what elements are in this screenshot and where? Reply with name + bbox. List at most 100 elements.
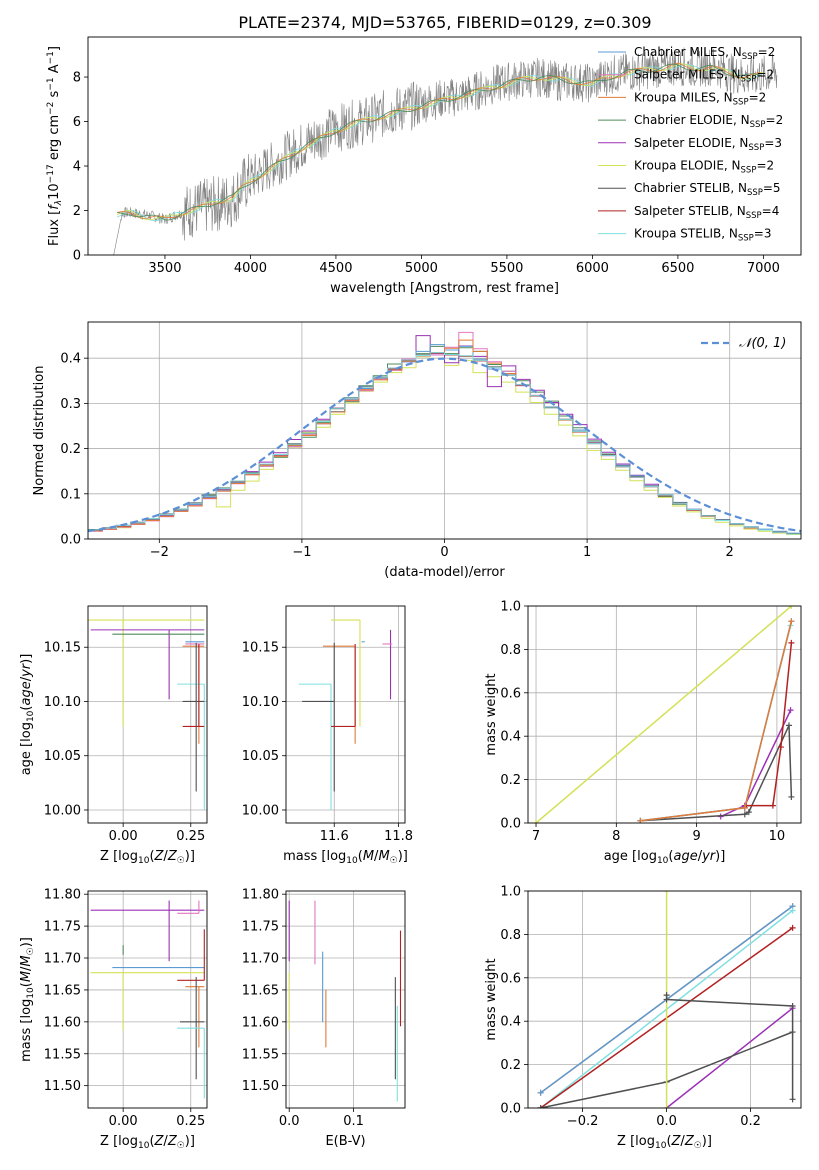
x-tick-label: 8 xyxy=(612,829,620,844)
y-tick-label: 10.10 xyxy=(242,695,279,710)
x-axis-label: mass [log10(M/M☉)] xyxy=(283,849,408,866)
x-tick-label: 11.6 xyxy=(320,829,349,844)
y-tick-label: 11.75 xyxy=(242,920,279,935)
y-axis-label: mass [log10(M/M☉)] xyxy=(19,937,36,1062)
histogram-step-line xyxy=(88,352,801,539)
y-tick-label: 0.4 xyxy=(500,1015,521,1030)
errorbar-plot-area xyxy=(90,900,205,1099)
x-axis-label: (data-model)/error xyxy=(384,565,505,580)
y-tick-label: 11.50 xyxy=(242,1079,279,1094)
x-tick-label: 11.8 xyxy=(384,829,413,844)
legend-label: Chabrier STELIB, NSSP=5 xyxy=(634,181,781,198)
axes-frame xyxy=(87,36,802,256)
weight-point-marker xyxy=(663,996,670,1003)
errorbar-plot-area xyxy=(288,900,402,1102)
weight-point-marker xyxy=(741,804,748,811)
weight-point-marker xyxy=(663,891,670,894)
model-spectrum-line xyxy=(117,63,764,221)
x-tick-label: −1 xyxy=(292,545,311,560)
y-tick-label: 11.55 xyxy=(44,1047,81,1062)
y-tick-label: 11.80 xyxy=(44,888,81,903)
x-tick-label: 0.25 xyxy=(176,829,205,844)
y-tick-label: 2 xyxy=(73,204,81,219)
x-tick-label: 0 xyxy=(440,545,448,560)
axes-frame xyxy=(87,321,802,540)
y-tick-label: 0.2 xyxy=(500,773,521,788)
y-tick-label: 11.60 xyxy=(242,1015,279,1030)
weight-series-line xyxy=(640,621,793,822)
y-tick-label: 11.60 xyxy=(44,1015,81,1030)
x-axis-label: wavelength [Angstrom, rest frame] xyxy=(330,281,559,296)
errorbar-plot-area xyxy=(298,619,393,810)
axes-frame xyxy=(87,890,208,1109)
y-tick-label: 0.0 xyxy=(500,1102,521,1117)
y-axis-label: Normed distribution xyxy=(32,366,47,496)
x-tick-label: −0.2 xyxy=(567,1114,599,1129)
weight-point-marker xyxy=(788,618,795,625)
y-tick-label: 0.3 xyxy=(60,397,81,412)
x-tick-label: 10 xyxy=(769,829,786,844)
y-tick-label: 11.55 xyxy=(242,1047,279,1062)
y-tick-label: 0.4 xyxy=(60,352,81,367)
histogram-plot-area xyxy=(88,331,801,539)
y-tick-label: 0.0 xyxy=(500,817,521,832)
y-tick-label: 6 xyxy=(73,115,81,130)
x-axis-label: Z [log10(Z/Z☉)] xyxy=(100,1134,195,1151)
y-tick-label: 4 xyxy=(73,160,81,175)
x-tick-label: 0.25 xyxy=(176,1114,205,1129)
x-tick-label: 0.0 xyxy=(656,1114,677,1129)
y-axis-label: mass weight xyxy=(484,958,499,1040)
weight-series-line xyxy=(665,995,794,1100)
x-tick-label: 0.1 xyxy=(343,1114,364,1129)
weight-point-marker xyxy=(789,907,796,914)
y-tick-label: 0.6 xyxy=(500,686,521,701)
weight-series-line xyxy=(744,642,793,809)
model-spectrum-line xyxy=(116,63,764,221)
weight-series-line xyxy=(535,606,792,823)
legend-label: Salpeter MILES, NSSP=2 xyxy=(634,68,774,85)
x-tick-label: 0.0 xyxy=(279,1114,300,1129)
x-tick-label: 6000 xyxy=(576,261,609,276)
residual-histogram-panel: −2 −1 0 1 2 0.0 0.1 0.2 0.3 0.4 (data-model)/error… xyxy=(32,321,802,580)
mass-weight-vs-age-panel: 7 8 9 10 0.0 0.2 0.4 0.6 0.8 1.0 age [log10(age/yr… xyxy=(484,600,802,866)
weight-point-marker xyxy=(537,1105,544,1108)
axes-frame xyxy=(527,890,802,1109)
x-tick-label: 1 xyxy=(583,545,591,560)
x-tick-label: 5500 xyxy=(490,261,523,276)
y-tick-label: 11.75 xyxy=(44,920,81,935)
y-tick-label: 1.0 xyxy=(500,600,521,615)
weight-series-line xyxy=(640,725,793,822)
axes-frame xyxy=(285,605,406,824)
y-tick-label: 1.0 xyxy=(500,885,521,900)
y-tick-label: 0.8 xyxy=(500,928,521,943)
y-axis-label: age [log10(age/yr)] xyxy=(19,654,36,776)
y-tick-label: 11.70 xyxy=(242,952,279,967)
weight-point-marker xyxy=(787,707,794,714)
y-tick-label: 10.00 xyxy=(44,803,81,818)
y-tick-label: 11.80 xyxy=(242,888,279,903)
y-tick-label: 8 xyxy=(73,71,81,86)
weight-plot-area xyxy=(533,606,795,823)
y-tick-label: 11.65 xyxy=(44,983,81,998)
axes-frame xyxy=(527,605,802,824)
weight-point-marker xyxy=(533,820,540,823)
weight-point-marker xyxy=(663,1105,670,1108)
y-tick-label: 0.0 xyxy=(60,533,81,548)
y-tick-label: 11.50 xyxy=(44,1079,81,1094)
weight-point-marker xyxy=(769,802,776,809)
mass-vs-Z-panel: 0.00 0.25 11.50 11.55 11.60 11.65 11.70 11.75 11… xyxy=(19,888,208,1151)
weight-point-marker xyxy=(789,1003,796,1010)
y-tick-label: 10.00 xyxy=(242,803,279,818)
observed-spectrum-line xyxy=(113,47,778,255)
figure-title: PLATE=2374, MJD=53765, FIBERID=0129, z=0… xyxy=(238,13,651,32)
spectrum-panel: 3500 4000 4500 5000 5500 6000 6500 7000 0 2 4 6 8 wav… xyxy=(46,36,802,296)
legend-label: Kroupa MILES, NSSP=2 xyxy=(634,90,766,107)
y-tick-label: 10.10 xyxy=(44,695,81,710)
x-tick-label: −2 xyxy=(150,545,169,560)
age-vs-Z-panel: 0.00 0.25 10.00 10.05 10.10 10.15 Z [log10(Z/Z… xyxy=(19,605,208,866)
y-tick-label: 0 xyxy=(73,249,81,264)
x-tick-label: 6500 xyxy=(661,261,694,276)
weight-plot-area xyxy=(537,891,796,1108)
x-axis-label: Z [log10(Z/Z☉)] xyxy=(100,849,195,866)
